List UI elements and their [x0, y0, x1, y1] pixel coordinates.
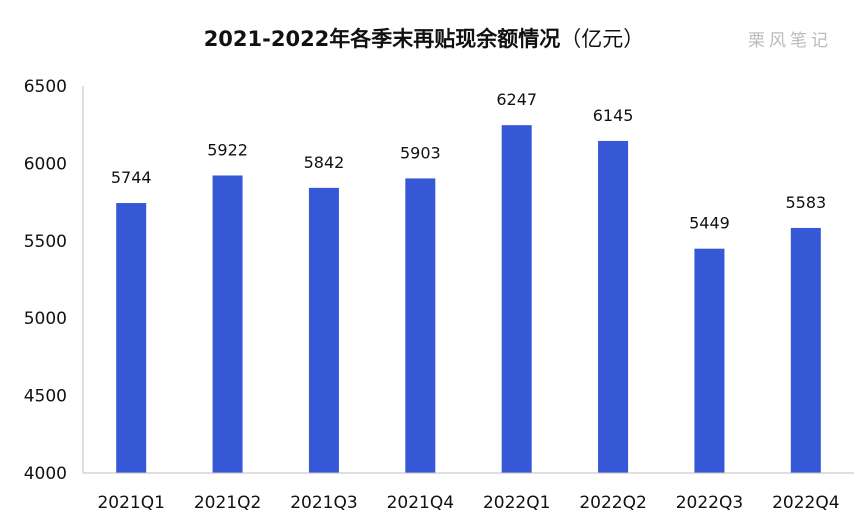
- y-tick-label: 4500: [24, 387, 67, 407]
- y-axis: 4000 4500 5000 5500 6000 6500: [24, 77, 84, 484]
- data-label: 5583: [785, 193, 826, 212]
- y-tick-label: 5000: [24, 309, 67, 329]
- data-label: 5903: [400, 143, 441, 162]
- x-axis: 2021Q1 2021Q2 2021Q3 2021Q4 2022Q1 2022Q2 2022…: [83, 472, 854, 513]
- bar: [212, 175, 243, 473]
- bar: [694, 248, 725, 473]
- data-label: 6145: [593, 106, 634, 125]
- x-tick-label: 2021Q1: [97, 493, 164, 513]
- data-label: 5842: [304, 153, 345, 172]
- data-label: 5449: [689, 214, 730, 233]
- data-label: 5744: [111, 168, 152, 187]
- data-label: 6247: [496, 90, 537, 109]
- x-tick-label: 2021Q2: [194, 493, 261, 513]
- x-tick-label: 2022Q4: [772, 493, 839, 513]
- y-tick-label: 6500: [24, 77, 67, 97]
- bars-group: [116, 125, 821, 474]
- chart-title: 2021-2022年各季末再贴现余额情况（亿元）: [204, 27, 645, 51]
- watermark-text: 栗风笔记: [748, 31, 832, 51]
- y-tick-label: 4000: [24, 464, 67, 484]
- x-tick-label: 2021Q4: [387, 493, 454, 513]
- x-tick-label: 2022Q3: [676, 493, 743, 513]
- y-tick-label: 6000: [24, 154, 67, 174]
- bar: [790, 227, 821, 473]
- x-tick-label: 2022Q1: [483, 493, 550, 513]
- chart-title-main: 2021-2022年各季末再贴现余额情况: [204, 27, 561, 51]
- data-label: 5922: [207, 140, 248, 159]
- chart-title-unit: （亿元）: [560, 27, 644, 51]
- bar: [501, 125, 532, 473]
- y-tick-label: 5500: [24, 232, 67, 252]
- x-tick-label: 2021Q3: [290, 493, 357, 513]
- bar: [116, 203, 147, 473]
- bar: [308, 187, 339, 473]
- x-tick-label: 2022Q2: [579, 493, 646, 513]
- bar: [405, 178, 436, 474]
- data-labels-group: 5744 5922 5842 5903 6247 6145 5449 5583: [111, 90, 826, 233]
- bar: [598, 140, 629, 474]
